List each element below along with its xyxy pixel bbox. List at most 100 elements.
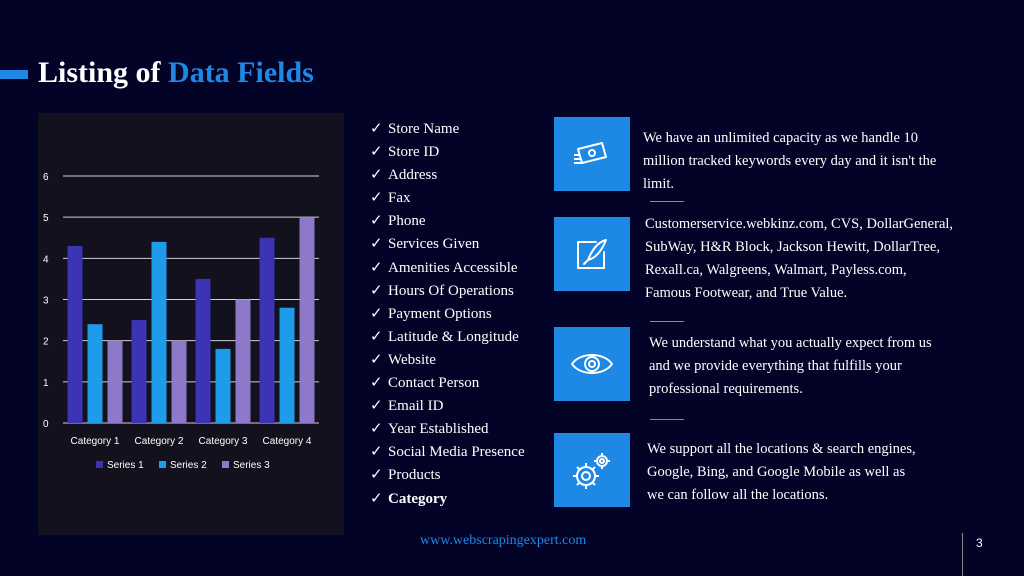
- feature-line: Customerservice.webkinz.com, CVS, Dollar…: [645, 216, 954, 232]
- field-list-item: ✓ Phone: [370, 209, 525, 232]
- title-highlight: Data Fields: [168, 56, 314, 89]
- feature-line: SubWay, H&R Block, Jackson Hewitt, Dolla…: [645, 239, 940, 255]
- field-list-item: ✓ Amenities Accessible: [370, 256, 525, 279]
- y-tick-label: 4: [43, 254, 49, 265]
- field-label: Fax: [388, 190, 411, 207]
- y-tick-label: 5: [43, 213, 49, 224]
- bar: [299, 217, 315, 423]
- feature-line: Famous Footwear, and True Value.: [645, 285, 848, 301]
- legend-swatch: [159, 461, 166, 468]
- field-list-item: ✓ Year Established: [370, 417, 525, 440]
- checkmark-icon: ✓: [370, 465, 383, 484]
- field-list-item: ✓ Payment Options: [370, 302, 525, 325]
- money-transfer-icon: [574, 142, 607, 164]
- field-label: Year Established: [388, 421, 489, 438]
- y-tick-label: 3: [43, 296, 49, 307]
- checkmark-icon: ✓: [370, 280, 383, 299]
- field-label: Amenities Accessible: [388, 259, 518, 276]
- category-label: Category 2: [135, 436, 184, 447]
- checkmark-icon: ✓: [370, 349, 383, 368]
- field-list-item: ✓ Category: [370, 487, 525, 510]
- field-label: Latitude & Longitude: [388, 328, 519, 345]
- checkmark-icon: ✓: [370, 142, 383, 161]
- bar: [151, 241, 167, 423]
- y-tick-label: 6: [43, 172, 49, 183]
- checkmark-icon: ✓: [370, 257, 383, 276]
- checkmark-icon: ✓: [370, 373, 383, 392]
- bar: [195, 278, 211, 423]
- legend-swatch: [222, 461, 229, 468]
- feature-line: We understand what you actually expect f…: [649, 335, 932, 351]
- field-list-item: ✓ Services Given: [370, 232, 525, 255]
- bar: [235, 299, 251, 423]
- checkmark-icon: ✓: [370, 326, 383, 345]
- feature-separator: [650, 321, 684, 322]
- field-list-item: ✓ Store Name: [370, 117, 525, 140]
- category-label: Category 3: [199, 436, 248, 447]
- field-list-item: ✓ Fax: [370, 186, 525, 209]
- feature-line: and we provide everything that fulfills …: [649, 358, 902, 374]
- field-list-item: ✓ Website: [370, 348, 525, 371]
- gears-icon: [573, 453, 610, 489]
- feature-text-3: We understand what you actually expect f…: [649, 332, 932, 401]
- feature-line: We support all the locations & search en…: [647, 441, 916, 457]
- field-label: Social Media Presence: [388, 444, 525, 461]
- checkmark-icon: ✓: [370, 119, 383, 137]
- page-title: Listing of Data Fields: [38, 56, 314, 90]
- checkmark-icon: ✓: [370, 442, 383, 461]
- bar: [279, 307, 295, 423]
- legend-label: Series 3: [233, 460, 270, 471]
- field-label: Contact Person: [388, 375, 480, 392]
- field-list-item: ✓ Contact Person: [370, 371, 525, 394]
- y-tick-label: 0: [43, 419, 49, 430]
- feature-icon-box-1: [554, 117, 630, 191]
- eye-icon: [570, 354, 614, 374]
- feature-line: Google, Bing, and Google Mobile as well …: [647, 464, 906, 480]
- field-list-item: ✓ Products: [370, 463, 525, 486]
- bar-chart: 0 1 2 3 4 5 6 Category 1 Category 2 Category 3 Cat…: [43, 172, 319, 471]
- field-label: Email ID: [388, 398, 444, 415]
- feature-separator: [650, 419, 684, 420]
- bar: [215, 348, 231, 423]
- feature-icon-box-2: [554, 217, 630, 291]
- feature-icon-box-3: [554, 327, 630, 401]
- y-tick-label: 1: [43, 378, 49, 389]
- field-label: Payment Options: [388, 305, 492, 322]
- bar: [131, 320, 147, 423]
- feature-icon-box-4: [554, 433, 630, 507]
- feather-pen-icon: [577, 239, 607, 269]
- bar: [259, 237, 275, 423]
- feature-line: Rexall.ca, Walgreens, Walmart, Payless.c…: [645, 262, 907, 278]
- website-link[interactable]: www.webscrapingexpert.com: [420, 533, 587, 548]
- field-list-item: ✓ Latitude & Longitude: [370, 325, 525, 348]
- legend-label: Series 1: [107, 460, 144, 471]
- feature-line: million tracked keywords every day and i…: [643, 153, 937, 169]
- data-fields-list: ✓ Store Name ✓ Store ID ✓ Address ✓ Fax ✓ Phone ✓ S…: [370, 117, 525, 510]
- field-list-item: ✓ Email ID: [370, 394, 525, 417]
- feature-line: professional requirements.: [649, 381, 803, 397]
- checkmark-icon: ✓: [370, 396, 383, 415]
- feature-text-2: Customerservice.webkinz.com, CVS, Dollar…: [645, 213, 953, 305]
- checkmark-icon: ✓: [370, 211, 383, 230]
- field-label: Address: [388, 167, 438, 184]
- field-label: Phone: [388, 213, 426, 230]
- checkmark-icon: ✓: [370, 303, 383, 322]
- field-list-item: ✓ Hours Of Operations: [370, 279, 525, 302]
- legend-swatch: [96, 461, 103, 468]
- feature-text-1: We have an unlimited capacity as we hand…: [643, 127, 936, 196]
- feature-line: we can follow all the locations.: [647, 487, 829, 503]
- bar-chart-panel: 0 1 2 3 4 5 6 Category 1 Category 2 Category 3 Cat…: [38, 113, 344, 535]
- field-label: Products: [388, 467, 441, 484]
- checkmark-icon: ✓: [370, 188, 383, 207]
- bar: [67, 245, 83, 423]
- field-label: Store ID: [388, 144, 440, 161]
- bar: [107, 340, 123, 423]
- field-label: Hours Of Operations: [388, 282, 514, 299]
- checkmark-icon: ✓: [370, 419, 383, 438]
- feature-line: We have an unlimited capacity as we hand…: [643, 130, 919, 146]
- page-number-divider: [962, 533, 963, 576]
- title-accent-bar: [0, 70, 28, 79]
- feature-text-4: We support all the locations & search en…: [647, 438, 916, 507]
- feature-line: limit.: [643, 176, 675, 192]
- bar: [87, 324, 103, 423]
